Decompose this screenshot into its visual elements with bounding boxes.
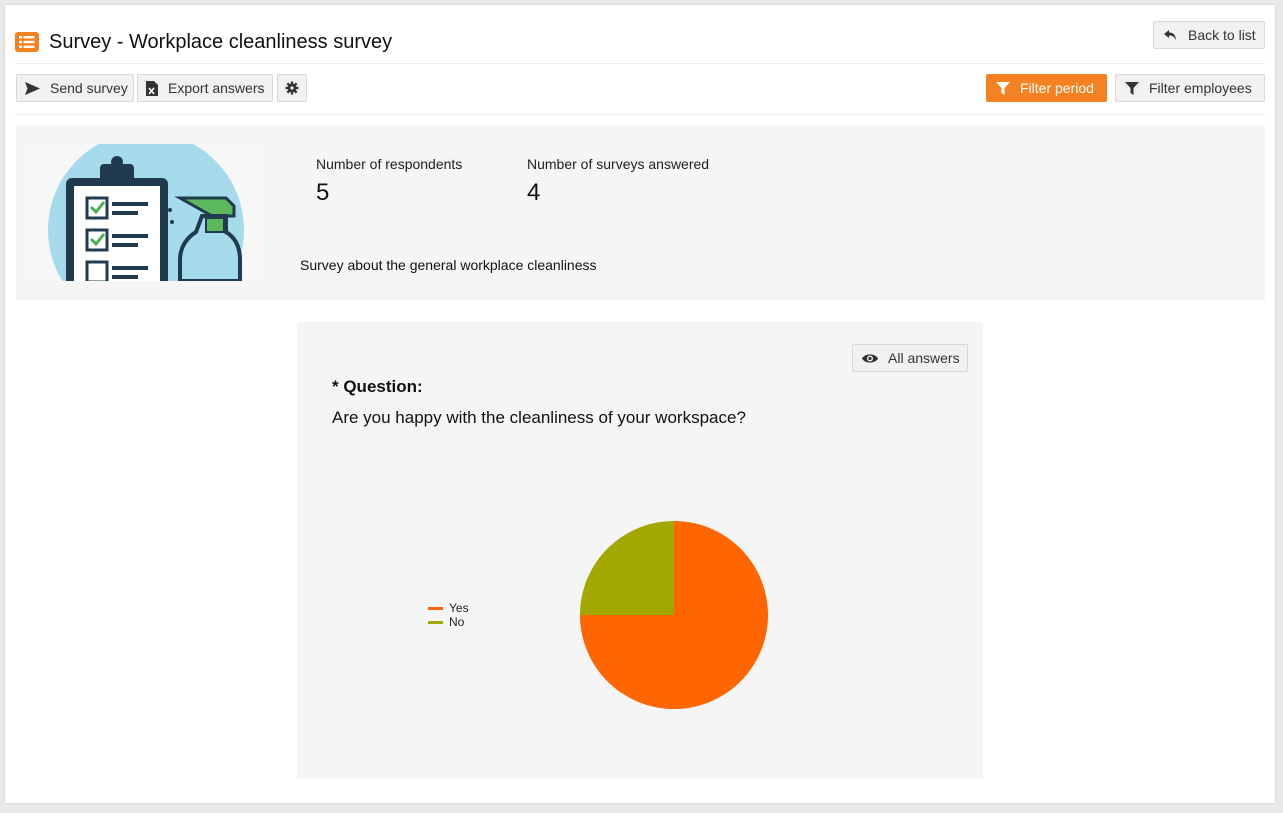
filter-icon [1125,81,1139,95]
filter-employees-button[interactable]: Filter employees [1115,74,1265,102]
send-survey-button[interactable]: Send survey [16,74,134,102]
pie-chart [580,521,768,709]
filter-period-label: Filter period [1020,80,1094,96]
legend-swatch-no [428,620,443,624]
toolbar-divider [15,114,1265,115]
survey-info-panel: Number of respondents 5 Number of survey… [16,125,1265,300]
question-label: * Question: [332,377,423,396]
survey-illustration [30,144,262,281]
legend-item-yes: Yes [428,601,469,615]
send-survey-label: Send survey [50,80,128,96]
filter-icon [996,81,1010,95]
respondents-label: Number of respondents [316,156,463,172]
undo-arrow-icon [1163,29,1178,42]
question-card: All answers * Question: Are you happy wi… [297,322,983,779]
legend-swatch-yes [428,606,443,610]
chart-legend: Yes No [428,601,469,629]
pie-slice-no [580,521,674,615]
question-text: Are you happy with the cleanliness of yo… [332,408,746,427]
back-to-list-button[interactable]: Back to list [1153,21,1265,49]
export-answers-button[interactable]: Export answers [137,74,273,102]
legend-label-no: No [449,615,465,629]
legend-item-no: No [428,615,469,629]
settings-button[interactable] [277,74,307,102]
survey-page: Survey - Workplace cleanliness survey Ba… [5,5,1275,803]
gear-icon [285,81,299,95]
respondents-value: 5 [316,179,330,206]
send-icon [25,81,40,95]
all-answers-button[interactable]: All answers [852,344,968,372]
excel-file-icon [146,80,158,96]
list-icon [15,32,39,52]
surveys-answered-label: Number of surveys answered [527,156,710,172]
filter-period-button[interactable]: Filter period [986,74,1107,102]
survey-description: Survey about the general workplace clean… [300,257,597,273]
filter-employees-label: Filter employees [1149,80,1252,96]
all-answers-label: All answers [888,350,960,366]
page-title: Survey - Workplace cleanliness survey [49,30,393,53]
eye-icon [862,353,878,364]
header-divider [15,63,1265,64]
back-to-list-label: Back to list [1188,27,1256,43]
export-answers-label: Export answers [168,80,265,96]
legend-label-yes: Yes [449,601,469,615]
surveys-answered-value: 4 [527,179,541,206]
page-header: Survey - Workplace cleanliness survey [15,27,392,57]
